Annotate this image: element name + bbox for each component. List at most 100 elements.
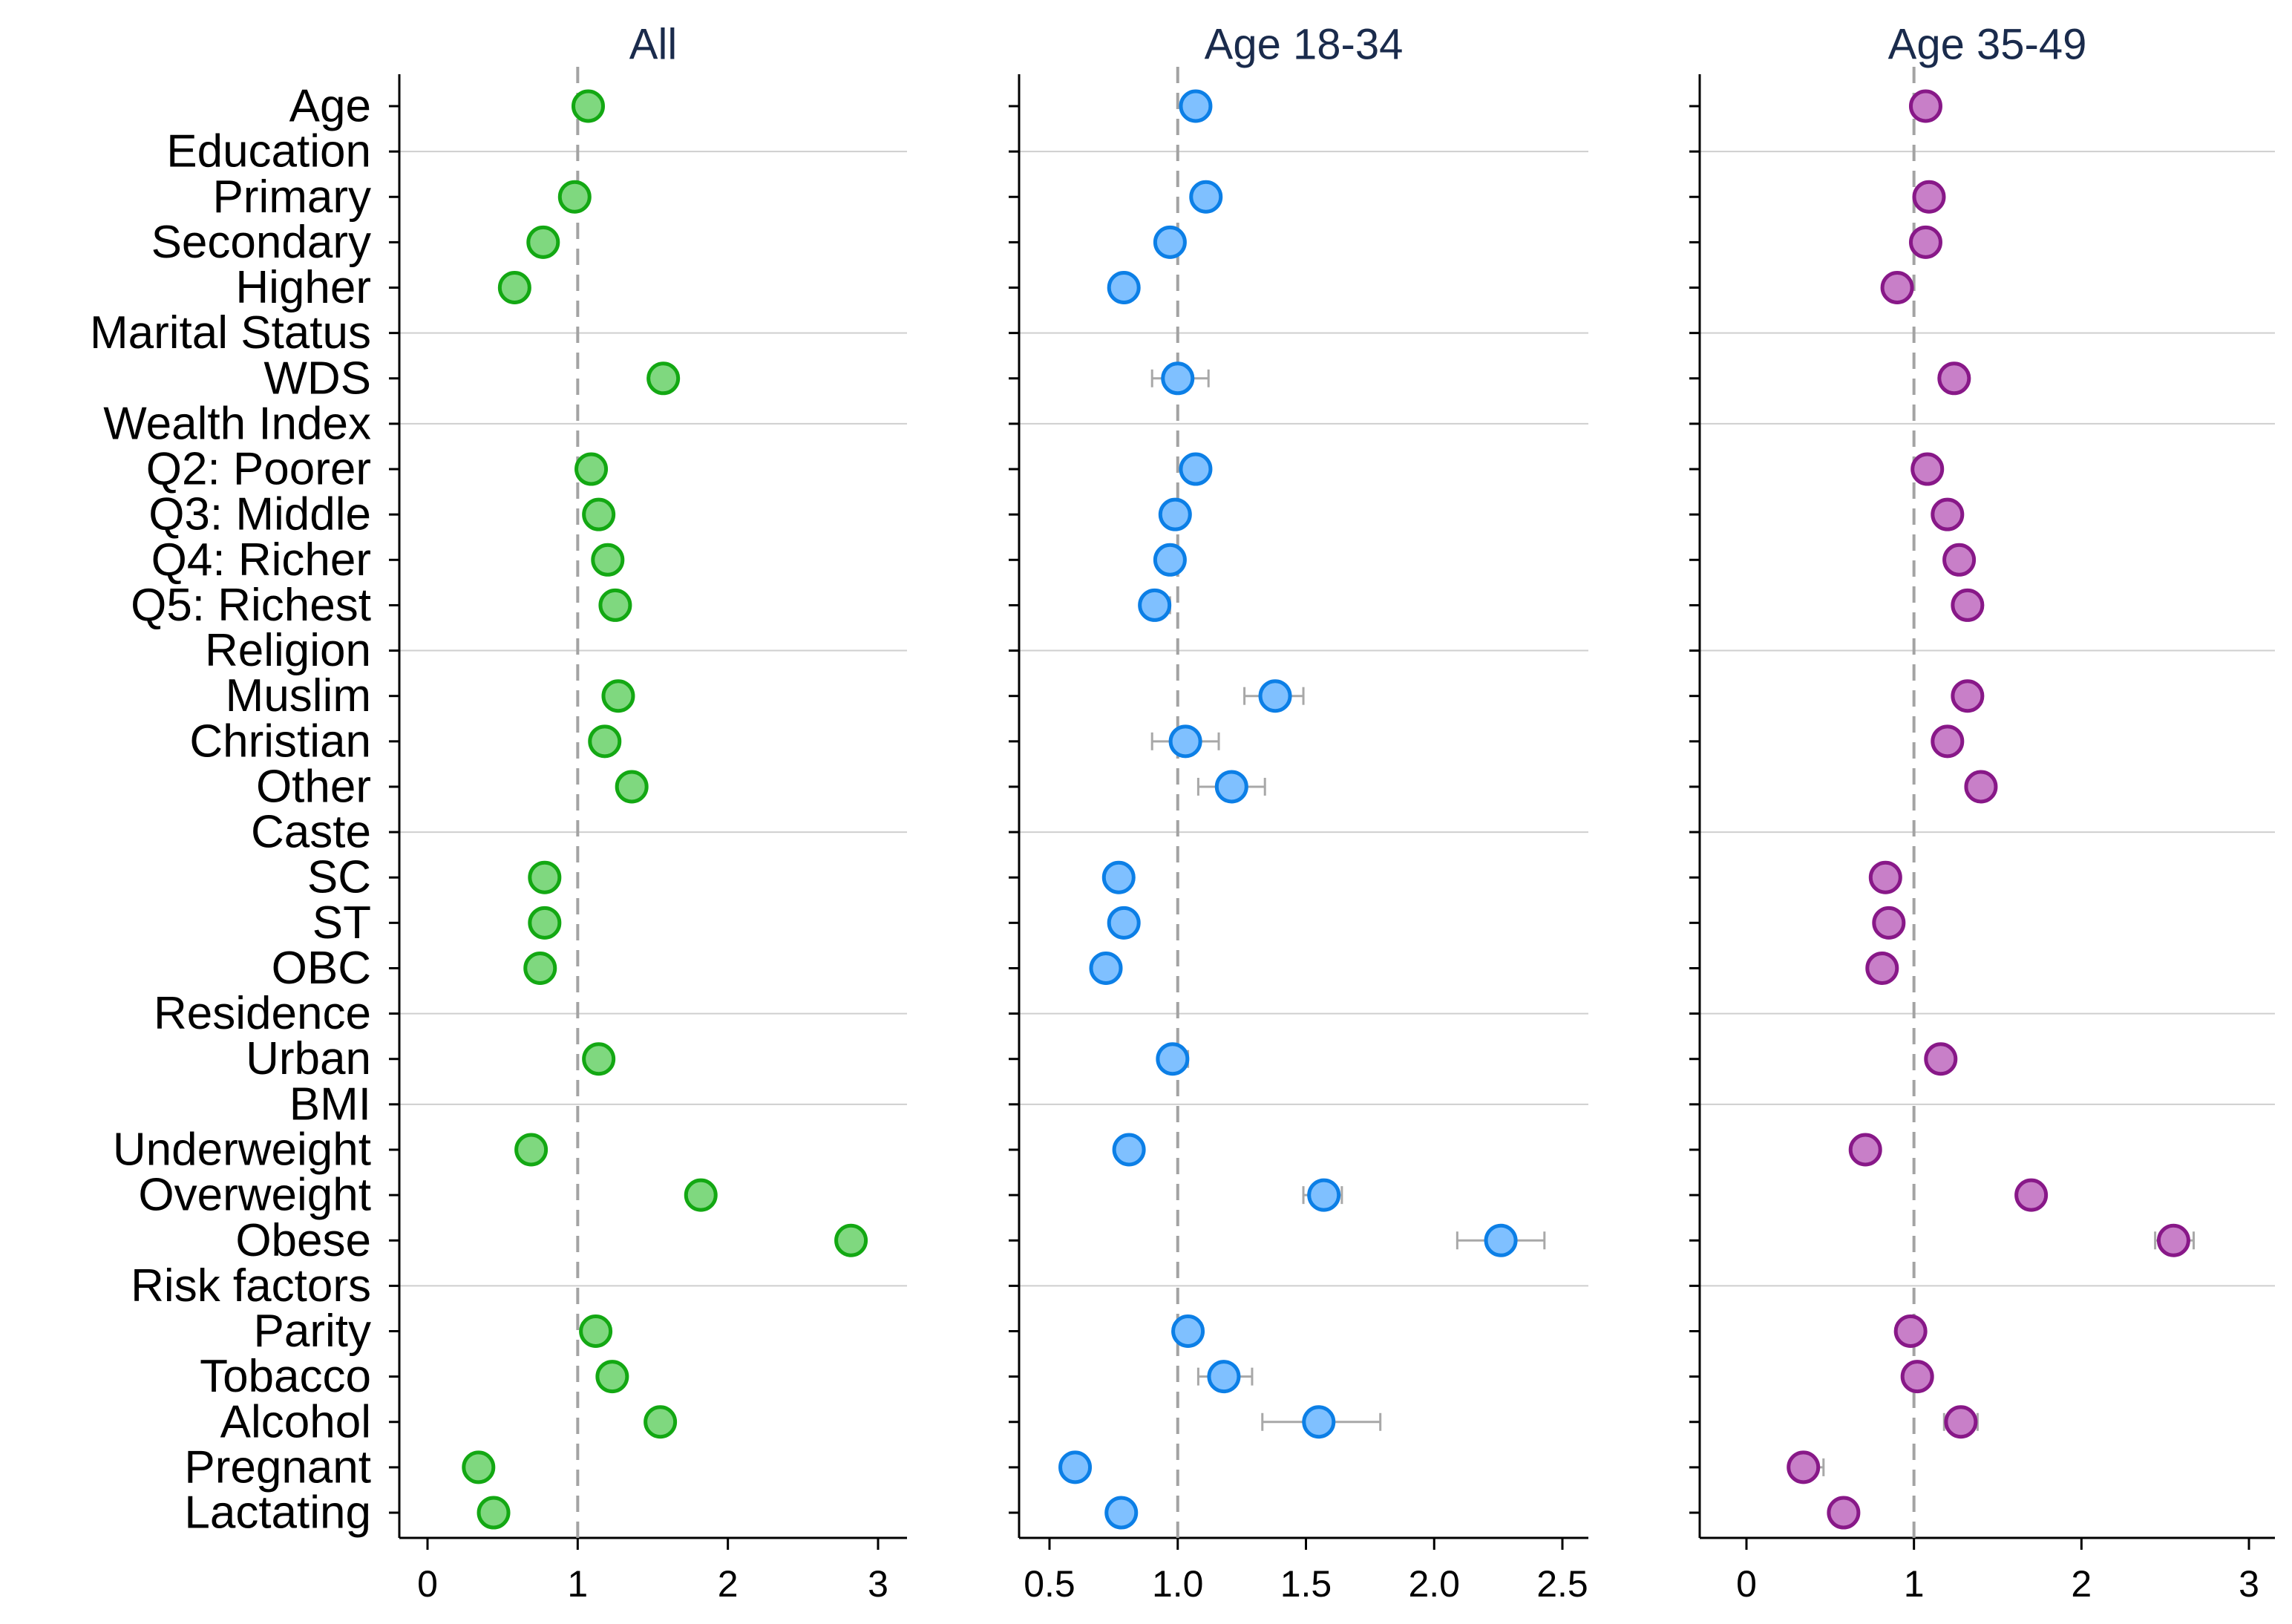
x-tick-label: 2 — [2071, 1563, 2092, 1605]
point-overweight — [684, 1178, 718, 1212]
row-label-wds: WDS — [263, 353, 371, 404]
x-tick-label: 2.0 — [1408, 1563, 1460, 1605]
point-wds — [1937, 361, 1971, 396]
row-label-marital-status: Marital Status — [90, 307, 371, 358]
point-q4-richer — [1153, 543, 1187, 577]
point-q2-poorer — [574, 452, 609, 486]
x-tick-label: 2 — [718, 1563, 739, 1605]
point-urban — [1924, 1042, 1958, 1076]
point-parity — [579, 1314, 613, 1349]
point-other — [1214, 770, 1248, 804]
point-christian — [1168, 724, 1202, 759]
point-primary — [557, 180, 592, 214]
point-lactating — [1104, 1496, 1139, 1530]
point-higher — [497, 271, 531, 305]
point-underweight — [514, 1133, 549, 1167]
row-label-parity: Parity — [254, 1306, 371, 1357]
panel-title: All — [629, 21, 677, 69]
row-label-education: Education — [166, 126, 371, 177]
point-pregnant — [1787, 1450, 1821, 1484]
row-label-overweight: Overweight — [138, 1170, 371, 1221]
point-tobacco — [595, 1360, 629, 1394]
point-parity — [1171, 1314, 1205, 1349]
point-muslim — [1258, 679, 1292, 713]
point-primary — [1189, 180, 1223, 214]
row-label-q4-richer: Q4: Richer — [151, 534, 371, 586]
row-label-underweight: Underweight — [113, 1124, 371, 1175]
point-sc — [1101, 860, 1136, 894]
point-parity — [1893, 1314, 1928, 1349]
point-st — [1107, 906, 1141, 940]
point-q2-poorer — [1910, 452, 1945, 486]
row-labels: AgeEducationPrimarySecondaryHigherMarita… — [90, 81, 371, 1539]
row-label-urban: Urban — [246, 1033, 371, 1084]
row-label-q2-poorer: Q2: Poorer — [146, 444, 371, 495]
x-tick-label: 1 — [567, 1563, 588, 1605]
point-obese — [834, 1223, 868, 1257]
point-q5-richest — [1138, 588, 1172, 622]
x-tick-label: 3 — [868, 1563, 888, 1605]
point-age — [1179, 89, 1213, 123]
x-tick-label: 0 — [417, 1563, 438, 1605]
point-urban — [582, 1042, 616, 1076]
point-lactating — [477, 1496, 511, 1530]
point-sc — [1868, 860, 1902, 894]
row-label-higher: Higher — [235, 262, 371, 313]
point-other — [1964, 770, 1998, 804]
point-q5-richest — [598, 588, 632, 622]
point-q5-richest — [1951, 588, 1985, 622]
point-q3-middle — [582, 497, 616, 531]
point-alcohol — [1302, 1405, 1336, 1439]
row-label-age: Age — [289, 81, 371, 132]
row-label-lactating: Lactating — [184, 1487, 371, 1539]
row-label-tobacco: Tobacco — [200, 1351, 371, 1402]
row-label-pregnant: Pregnant — [184, 1441, 371, 1493]
point-secondary — [1908, 225, 1942, 259]
row-label-residence: Residence — [154, 988, 371, 1039]
point-pregnant — [462, 1450, 496, 1484]
point-muslim — [601, 679, 635, 713]
row-label-religion: Religion — [205, 625, 371, 676]
point-underweight — [1848, 1133, 1882, 1167]
panel-age-18-34: Age 18-34 0.5 1.0 1.5 2.0 2.5 — [1009, 21, 1588, 1605]
row-label-bmi: BMI — [289, 1078, 371, 1130]
point-lactating — [1827, 1496, 1861, 1530]
panel-title: Age 35-49 — [1888, 21, 2087, 69]
x-tick-label: 1.0 — [1152, 1563, 1204, 1605]
point-q4-richer — [591, 543, 625, 577]
point-q2-poorer — [1179, 452, 1213, 486]
point-q3-middle — [1158, 497, 1192, 531]
point-higher — [1880, 271, 1914, 305]
row-label-sc: SC — [307, 852, 371, 903]
point-age — [1908, 89, 1942, 123]
x-tick-label: 1.5 — [1280, 1563, 1332, 1605]
row-label-christian: Christian — [189, 716, 371, 767]
point-obc — [1089, 951, 1123, 985]
point-underweight — [1112, 1133, 1146, 1167]
row-label-primary: Primary — [212, 171, 371, 223]
panel-title: Age 18-34 — [1205, 21, 1404, 69]
point-obc — [523, 951, 557, 985]
point-st — [1872, 906, 1906, 940]
point-obese — [1484, 1223, 1518, 1257]
row-label-other: Other — [256, 761, 371, 812]
point-alcohol — [644, 1405, 678, 1439]
row-label-st: ST — [312, 897, 371, 949]
row-label-caste: Caste — [251, 807, 371, 858]
point-wds — [1161, 361, 1195, 396]
plot-panels: All 0 1 2 3 Age 18-34 0.5 1.0 1.5 2.0 2.5 Age 35-49… — [389, 21, 2275, 1605]
row-label-q5-richest: Q5: Richest — [131, 580, 371, 631]
point-obese — [2156, 1223, 2190, 1257]
x-tick-label: 0 — [1736, 1563, 1757, 1605]
point-secondary — [526, 225, 560, 259]
x-tick-label: 0.5 — [1024, 1563, 1075, 1605]
point-overweight — [1307, 1178, 1341, 1212]
point-pregnant — [1058, 1450, 1093, 1484]
point-sc — [528, 860, 562, 894]
row-label-risk-factors: Risk factors — [131, 1260, 371, 1312]
point-q3-middle — [1931, 497, 1965, 531]
point-urban — [1156, 1042, 1190, 1076]
point-christian — [1931, 724, 1965, 759]
panel-age-35-49: Age 35-49 0 1 2 3 — [1689, 21, 2275, 1605]
